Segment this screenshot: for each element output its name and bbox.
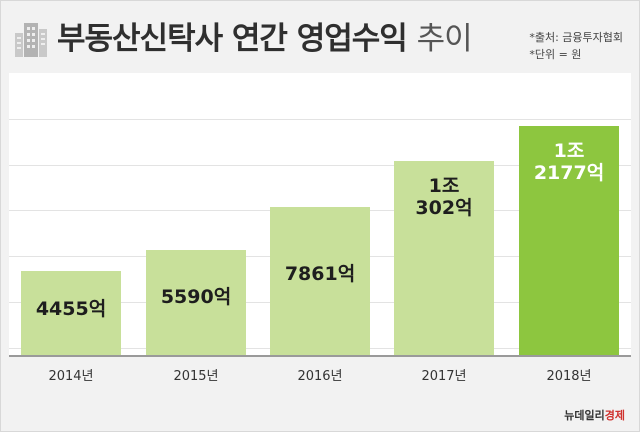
- title-tail: 추이: [416, 21, 473, 57]
- bar-value-line: 7861억: [284, 263, 356, 285]
- baseline: [9, 355, 631, 357]
- bar-1: [146, 250, 246, 355]
- bar-value-line: 1조: [553, 140, 585, 162]
- bar-value-label-4: 1조 2177억: [519, 140, 619, 184]
- notes: *출처: 금융투자협회 *단위 = 원: [529, 29, 623, 63]
- bar-value-line: 4455억: [35, 298, 107, 320]
- bar-value-label-0: 4455억: [21, 298, 121, 320]
- bar-3: [394, 161, 494, 355]
- title-main: 부동산신탁사 연간 영업수익: [57, 21, 408, 57]
- brand-logo: 뉴데일리경제: [564, 407, 625, 423]
- bar-value-line: 2177억: [533, 162, 605, 184]
- bar-value-line: 1조: [428, 175, 460, 197]
- source-note: *출처: 금융투자협회: [529, 31, 623, 44]
- brand-name-a: 뉴데일리: [564, 409, 605, 422]
- x-tick-label-2: 2016년: [297, 369, 343, 384]
- gridline: [9, 165, 631, 166]
- header: 부동산신탁사 연간 영업수익 추이 *출처: 금융투자협회 *단위 = 원: [1, 1, 640, 71]
- plot-area: 4455억 5590억 7861억 1조 302억 1조 2177억: [9, 73, 631, 357]
- bar-value-line: 302억: [415, 197, 473, 219]
- bar-value-label-2: 7861억: [270, 263, 370, 285]
- x-tick-label-4: 2018년: [546, 369, 592, 384]
- bar-value-label-3: 1조 302억: [394, 175, 494, 219]
- unit-note: *단위 = 원: [529, 48, 582, 61]
- bar-value-line: 5590억: [160, 286, 232, 308]
- bar-4: [519, 126, 619, 355]
- chart-title: 부동산신탁사 연간 영업수익 추이: [57, 20, 473, 58]
- bar-2: [270, 207, 370, 355]
- bar-value-label-1: 5590억: [146, 286, 246, 308]
- brand-name-b: 경제: [604, 409, 625, 422]
- building-icon: [15, 23, 47, 57]
- x-tick-label-0: 2014년: [48, 369, 94, 384]
- x-tick-label-1: 2015년: [173, 369, 219, 384]
- x-tick-label-3: 2017년: [421, 369, 467, 384]
- gridline: [9, 119, 631, 120]
- bar-0: [21, 271, 121, 355]
